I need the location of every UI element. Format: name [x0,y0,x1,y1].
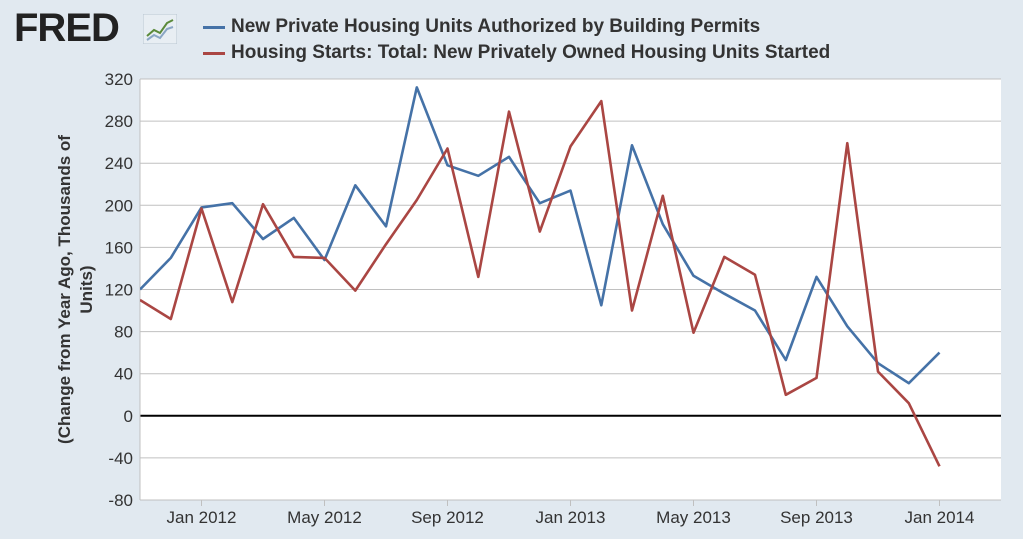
x-tick-label: Jan 2014 [905,508,975,527]
x-tick-label: Jan 2012 [167,508,237,527]
x-axis: Jan 2012 May 2012 Sep 2012 Jan 2013 May 2013… [167,500,975,527]
line-chart-icon [143,14,177,44]
series-layer [140,86,941,467]
y-tick-label: 40 [114,365,133,384]
x-tick-label: May 2012 [287,508,362,527]
y-axis-title-line: Units) [77,265,96,313]
legend-swatch-permits [203,25,225,29]
y-tick-label: -80 [108,491,133,510]
y-tick-label: 240 [105,154,133,173]
x-tick-label: May 2013 [656,508,731,527]
x-tick-label: Sep 2013 [780,508,853,527]
fred-logo: FRED [14,6,120,50]
chart-legend: New Private Housing Units Authorized by … [203,14,830,66]
y-axis: 320 280 240 200 160 120 80 40 0 -40 -80 [105,70,133,510]
series-line-permits[interactable] [140,86,941,385]
y-tick-label: -40 [108,449,133,468]
legend-swatch-starts [203,51,225,55]
x-tick-label: Sep 2012 [411,508,484,527]
x-tick-label: Jan 2013 [536,508,606,527]
y-tick-label: 200 [105,196,133,215]
series-line-starts[interactable] [140,99,941,467]
chart-header: FRED New Private Housing Units Authorize… [0,0,1023,70]
legend-label-starts: Housing Starts: Total: New Privately Own… [231,42,831,63]
y-tick-label: 120 [105,281,133,300]
legend-label-permits: New Private Housing Units Authorized by … [231,16,761,37]
y-tick-label: 280 [105,112,133,131]
y-tick-label: 0 [124,407,133,426]
legend-item-permits[interactable]: New Private Housing Units Authorized by … [203,14,830,40]
y-tick-label: 80 [114,323,133,342]
y-tick-label: 160 [105,238,133,257]
y-axis-title-line: (Change from Year Ago, Thousands of [55,135,74,444]
legend-item-starts[interactable]: Housing Starts: Total: New Privately Own… [203,40,830,66]
y-axis-title: (Change from Year Ago, Thousands of Units… [55,135,96,444]
y-tick-label: 320 [105,70,133,89]
grid-lines [139,78,1001,501]
